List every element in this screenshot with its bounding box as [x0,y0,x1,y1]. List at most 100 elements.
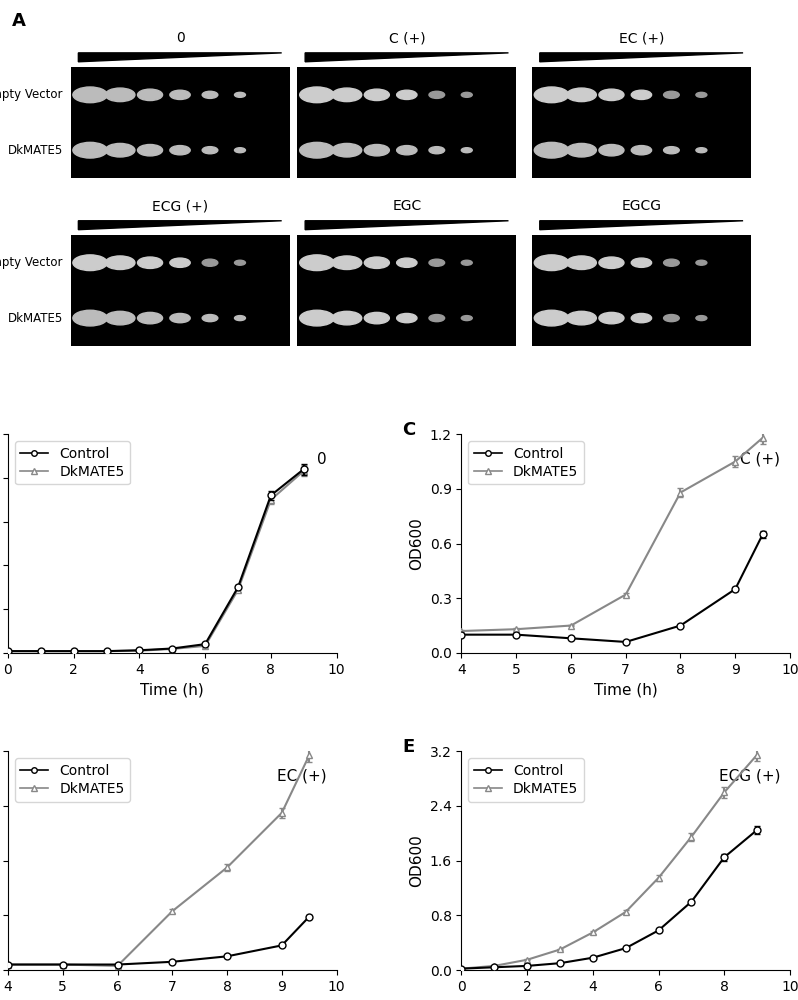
Circle shape [567,256,596,270]
Circle shape [567,88,596,102]
Circle shape [235,260,246,265]
Text: E: E [402,738,414,756]
Text: C: C [402,421,416,439]
Y-axis label: OD600: OD600 [409,834,424,887]
Circle shape [105,311,135,325]
Text: C (+): C (+) [741,452,780,467]
Polygon shape [78,53,282,62]
Circle shape [300,310,334,326]
Circle shape [73,87,107,103]
Y-axis label: OD600: OD600 [409,517,425,570]
Circle shape [332,143,361,157]
Text: EC (+): EC (+) [277,769,326,784]
Circle shape [365,144,389,156]
Circle shape [664,91,679,98]
Circle shape [461,316,472,321]
Legend: Control, DkMATE5: Control, DkMATE5 [468,758,583,802]
Legend: Control, DkMATE5: Control, DkMATE5 [468,441,583,484]
Circle shape [170,258,190,267]
Circle shape [461,92,472,97]
Circle shape [429,315,444,322]
Circle shape [300,255,334,271]
Circle shape [599,257,624,268]
Polygon shape [539,53,743,62]
Circle shape [631,146,652,155]
Text: DkMATE5: DkMATE5 [7,312,63,325]
Circle shape [235,316,246,321]
Circle shape [696,260,707,265]
Circle shape [300,142,334,158]
Circle shape [202,91,218,98]
Circle shape [300,87,334,103]
FancyBboxPatch shape [532,67,751,178]
Text: A: A [12,12,26,30]
Circle shape [535,87,569,103]
Circle shape [397,258,417,267]
Circle shape [664,259,679,266]
Polygon shape [539,221,743,230]
FancyBboxPatch shape [298,67,516,178]
Polygon shape [305,53,508,62]
Text: DkMATE5: DkMATE5 [7,144,63,157]
Circle shape [365,312,389,324]
Circle shape [397,313,417,323]
Circle shape [170,90,190,99]
Circle shape [631,313,652,323]
Legend: Control, DkMATE5: Control, DkMATE5 [15,441,130,484]
Polygon shape [78,221,282,230]
Circle shape [696,316,707,321]
Circle shape [137,144,163,156]
Text: C (+): C (+) [389,31,425,45]
Circle shape [235,148,246,153]
Circle shape [696,148,707,153]
Circle shape [202,315,218,322]
Circle shape [631,90,652,99]
Circle shape [105,143,135,157]
Circle shape [461,148,472,153]
X-axis label: Time (h): Time (h) [140,682,204,697]
Circle shape [664,147,679,154]
Circle shape [429,91,444,98]
Circle shape [170,313,190,323]
Circle shape [567,311,596,325]
Circle shape [365,257,389,268]
FancyBboxPatch shape [70,67,290,178]
Circle shape [235,92,246,97]
Text: 0: 0 [176,31,184,45]
Circle shape [137,89,163,101]
Text: ECG (+): ECG (+) [152,199,208,213]
Circle shape [696,92,707,97]
Circle shape [105,256,135,270]
Circle shape [631,258,652,267]
Circle shape [429,259,444,266]
Text: EGC: EGC [392,199,421,213]
Legend: Control, DkMATE5: Control, DkMATE5 [15,758,130,802]
Text: 0: 0 [317,452,326,467]
Circle shape [599,312,624,324]
Circle shape [73,310,107,326]
FancyBboxPatch shape [70,235,290,346]
Circle shape [332,311,361,325]
Circle shape [429,147,444,154]
Circle shape [397,90,417,99]
Circle shape [73,255,107,271]
Circle shape [535,310,569,326]
Polygon shape [305,221,508,230]
Text: Empty Vector: Empty Vector [0,256,63,269]
Circle shape [332,88,361,102]
Circle shape [567,143,596,157]
Text: EC (+): EC (+) [618,31,664,45]
Circle shape [170,146,190,155]
Circle shape [202,259,218,266]
Circle shape [73,142,107,158]
Text: ECG (+): ECG (+) [719,769,780,784]
Text: EGCG: EGCG [622,199,662,213]
FancyBboxPatch shape [532,235,751,346]
Circle shape [365,89,389,101]
Circle shape [202,147,218,154]
FancyBboxPatch shape [298,235,516,346]
Circle shape [461,260,472,265]
Circle shape [332,256,361,270]
Circle shape [137,312,163,324]
X-axis label: Time (h): Time (h) [594,682,658,697]
